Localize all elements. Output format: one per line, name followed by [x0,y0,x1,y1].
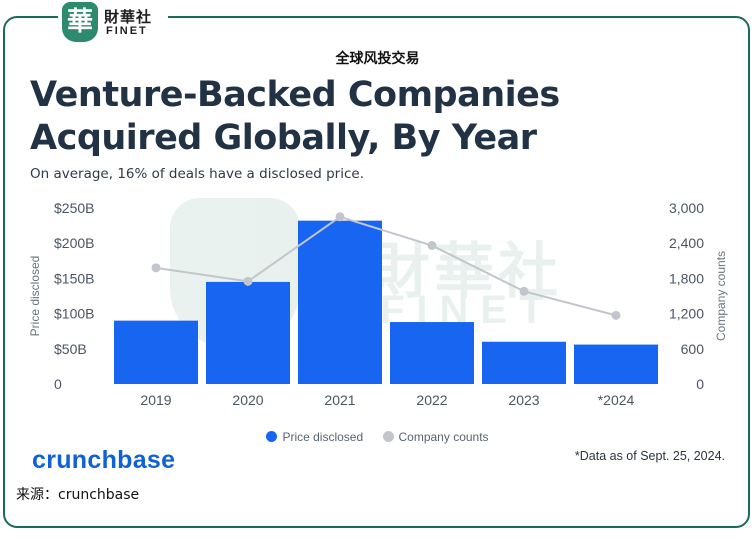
company-count-point [151,263,161,273]
legend-dot-count [382,431,394,442]
legend-item-price: Price disclosed [266,430,363,444]
y-left-axis-title: Price disclosed [28,256,42,337]
company-count-point [243,276,253,286]
legend-item-count: Company counts [382,430,489,444]
chart-plot: $250B $200B $150B $100B $50B 0 3,000 2,400 1,800… [28,200,728,408]
top-label: 全球风投交易 [335,51,420,67]
legend-label-count: Company counts [398,430,489,444]
chart-title: Venture-Backed Companies Acquired Global… [30,75,560,158]
company-count-line [155,215,617,317]
x-tick-label: 2019 [140,392,171,408]
company-count-point [335,212,345,222]
y-right-tick-label: 1,200 [669,306,704,322]
y-left-tick-label: 0 [54,376,62,392]
bar [298,220,382,384]
company-count-point [611,310,621,320]
chart-subtitle: On average, 16% of deals have a disclose… [30,166,364,182]
logo-english-name: FINET [106,25,148,37]
legend-label-price: Price disclosed [282,430,364,444]
y-right-tick-label: 3,000 [669,200,704,216]
y-right-tick-label: 0 [696,376,704,392]
company-count-point [519,286,529,296]
x-tick-label: 2021 [324,392,355,408]
source-text: 来源：crunchbase [16,487,140,503]
legend-dot-price [266,431,278,442]
company-count-point [427,241,437,251]
y-left-tick-label: $100B [54,306,94,322]
y-left-tick-label: $200B [54,235,94,251]
y-right-tick-label: 2,400 [669,235,704,251]
y-right-axis-title: Company counts [714,251,728,341]
y-left-tick-label: $50B [54,341,87,357]
bar [206,281,290,384]
crunchbase-brand: crunchbase [32,446,176,474]
y-left-tick-label: $150B [54,270,94,286]
x-tick-label: 2022 [416,392,447,408]
bar [482,341,566,384]
bar [114,320,198,384]
chart-frame [3,16,750,528]
bar [574,344,658,384]
logo-chinese-name: 財華社 [104,8,153,26]
legend: Price disclosed Company counts [0,430,755,444]
data-note: *Data as of Sept. 25, 2024. [574,449,725,463]
bar [390,322,474,384]
y-right-tick-label: 600 [681,341,705,357]
x-tick-label: 2023 [508,392,539,408]
finet-logo: 華 財華社 FINET [58,0,168,46]
y-right-tick-label: 1,800 [669,270,704,286]
x-tick-label: 2020 [232,392,263,408]
x-tick-label: *2024 [598,392,635,408]
y-left-tick-label: $250B [54,200,94,216]
logo-seal: 華 [62,2,98,42]
